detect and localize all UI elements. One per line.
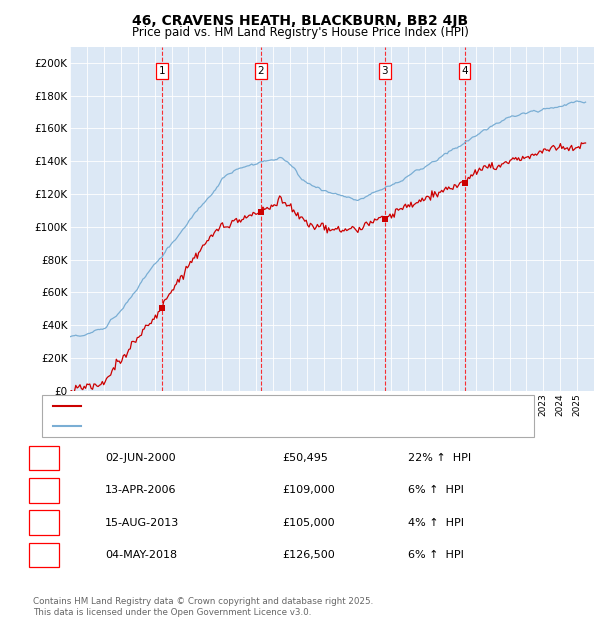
- Text: 4% ↑  HPI: 4% ↑ HPI: [408, 518, 464, 528]
- Text: 4: 4: [41, 550, 48, 560]
- Text: 6% ↑  HPI: 6% ↑ HPI: [408, 485, 464, 495]
- Text: HPI: Average price, semi-detached house, Blackburn with Darwen: HPI: Average price, semi-detached house,…: [85, 421, 407, 431]
- Text: 46, CRAVENS HEATH, BLACKBURN, BB2 4JB: 46, CRAVENS HEATH, BLACKBURN, BB2 4JB: [132, 14, 468, 28]
- Text: 46, CRAVENS HEATH, BLACKBURN, BB2 4JB (semi-detached house): 46, CRAVENS HEATH, BLACKBURN, BB2 4JB (s…: [85, 401, 412, 411]
- Text: 15-AUG-2013: 15-AUG-2013: [105, 518, 179, 528]
- Text: 3: 3: [41, 518, 48, 528]
- Text: 22% ↑  HPI: 22% ↑ HPI: [408, 453, 471, 463]
- Text: 02-JUN-2000: 02-JUN-2000: [105, 453, 176, 463]
- Text: 04-MAY-2018: 04-MAY-2018: [105, 550, 177, 560]
- Text: 1: 1: [158, 66, 165, 76]
- Text: 13-APR-2006: 13-APR-2006: [105, 485, 176, 495]
- Text: Contains HM Land Registry data © Crown copyright and database right 2025.
This d: Contains HM Land Registry data © Crown c…: [33, 598, 373, 617]
- Text: Price paid vs. HM Land Registry's House Price Index (HPI): Price paid vs. HM Land Registry's House …: [131, 26, 469, 39]
- Text: 2: 2: [257, 66, 264, 76]
- Text: £126,500: £126,500: [282, 550, 335, 560]
- Text: 1: 1: [41, 453, 48, 463]
- Text: 6% ↑  HPI: 6% ↑ HPI: [408, 550, 464, 560]
- Text: 3: 3: [382, 66, 388, 76]
- Text: £109,000: £109,000: [282, 485, 335, 495]
- Text: £105,000: £105,000: [282, 518, 335, 528]
- Text: £50,495: £50,495: [282, 453, 328, 463]
- Text: 4: 4: [461, 66, 468, 76]
- Text: 2: 2: [41, 485, 48, 495]
